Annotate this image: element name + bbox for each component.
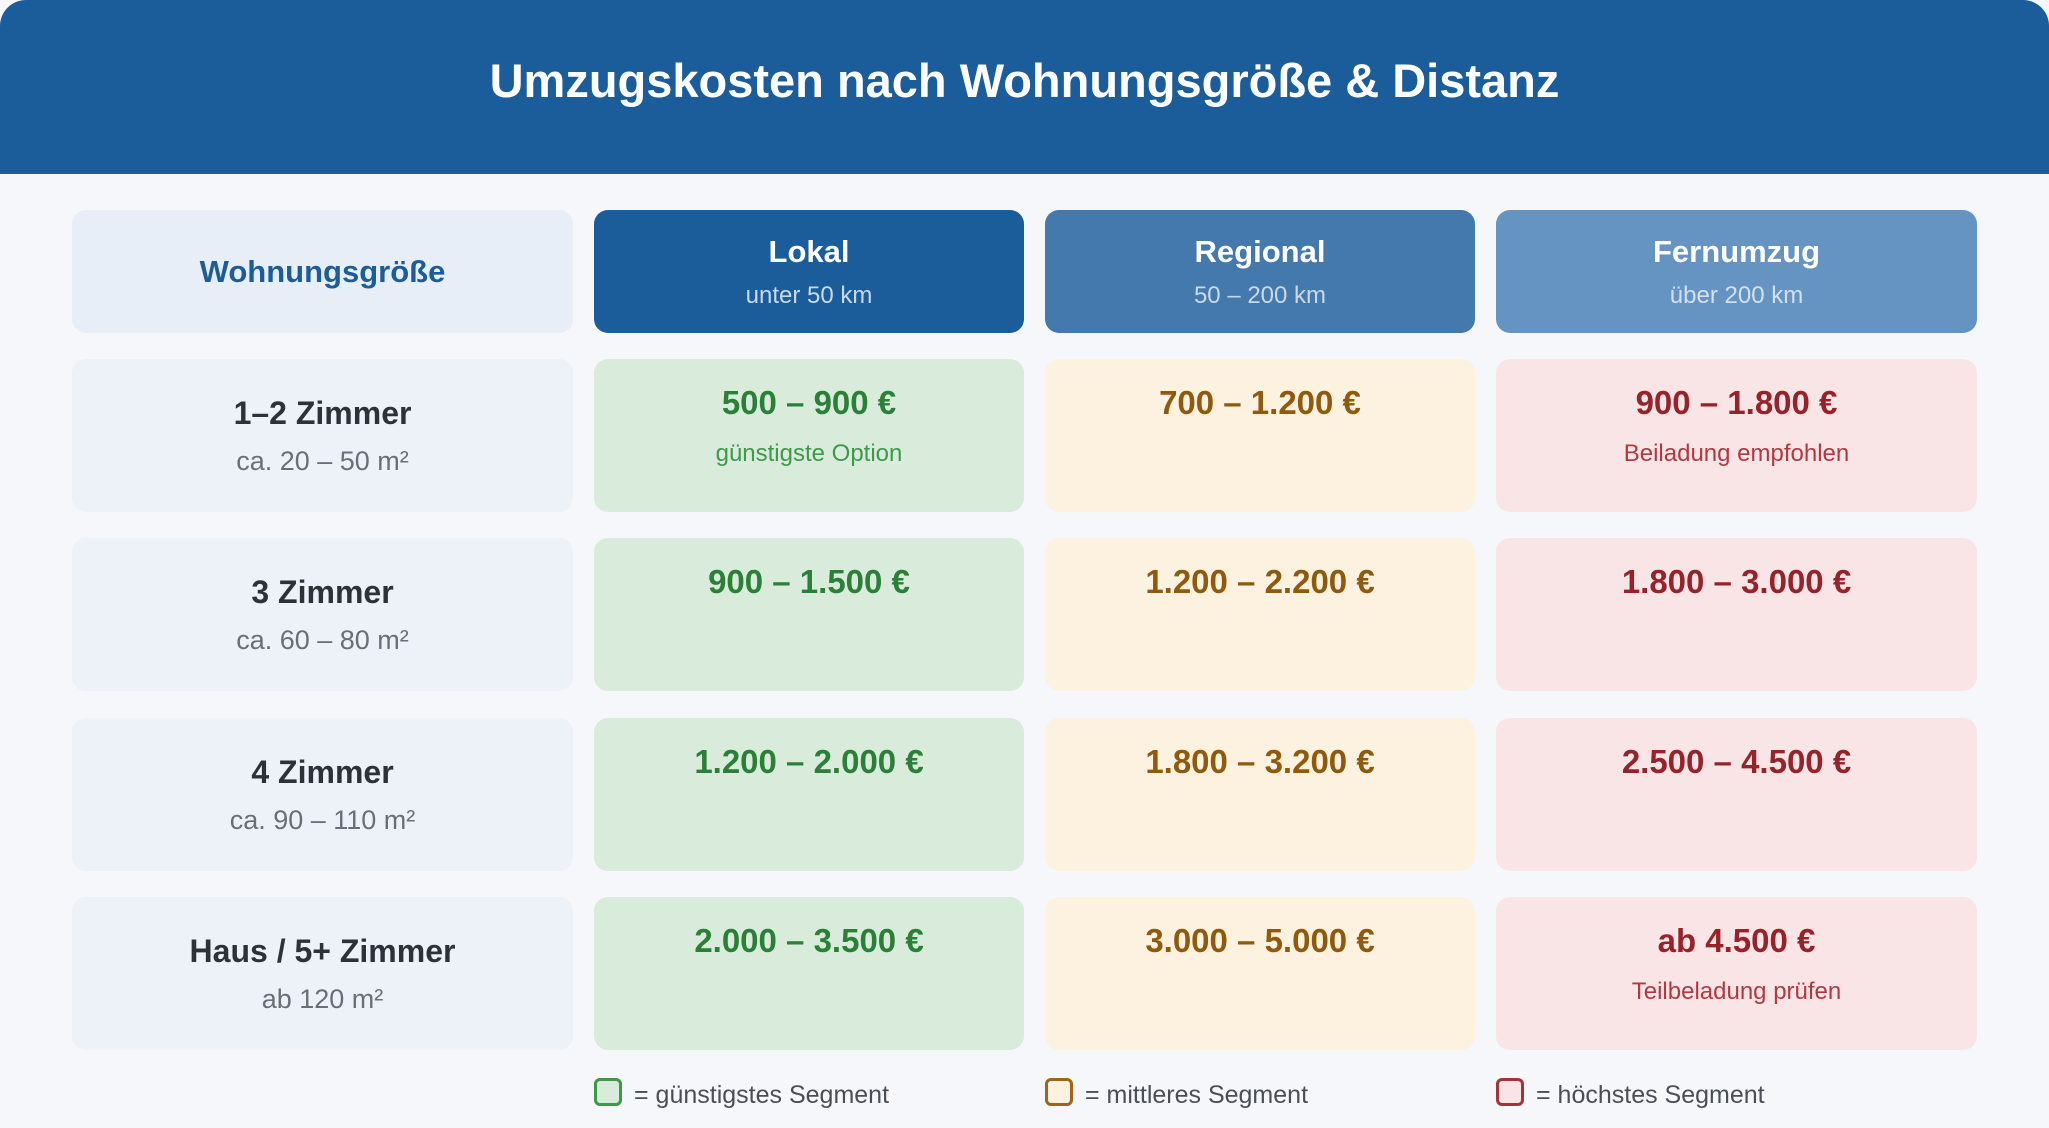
legend-label: = günstigstes Segment <box>634 1080 890 1109</box>
price-value: 2.000 – 3.500 € <box>694 922 924 959</box>
column-sub: 50 – 200 km <box>1193 281 1327 309</box>
column-header-lokal: Lokal unter 50 km <box>594 210 1024 333</box>
column-label: Fernumzug <box>1652 233 1821 269</box>
price-cell-mid: 1.800 – 3.200 € <box>1045 718 1475 871</box>
legend-label: = mittleres Segment <box>1085 1080 1309 1109</box>
price-value: ab 4.500 € <box>1657 922 1816 959</box>
price-cell-high: 2.500 – 4.500 € <box>1496 718 1977 871</box>
row-label: Haus / 5+ Zimmer <box>189 932 456 969</box>
title-banner: Umzugskosten nach Wohnungsgröße & Distan… <box>0 0 2049 174</box>
price-cell-low: 2.000 – 3.500 € <box>594 897 1024 1050</box>
row-header: 3 Zimmer ca. 60 – 80 m² <box>72 538 573 691</box>
row-sub: ca. 60 – 80 m² <box>236 624 409 655</box>
price-cell-high: 1.800 – 3.000 € <box>1496 538 1977 691</box>
page-title: Umzugskosten nach Wohnungsgröße & Distan… <box>489 53 1560 107</box>
price-value: 700 – 1.200 € <box>1159 384 1361 421</box>
price-value: 1.200 – 2.000 € <box>694 743 924 780</box>
corner-label: Wohnungsgröße <box>199 253 446 289</box>
column-sub: unter 50 km <box>745 281 873 309</box>
price-note: Beiladung empfohlen <box>1623 440 1850 467</box>
price-value: 900 – 1.800 € <box>1635 384 1838 421</box>
price-note: günstigste Option <box>715 440 903 467</box>
column-sub: über 200 km <box>1669 281 1804 309</box>
price-cell-low: 900 – 1.500 € <box>594 538 1024 691</box>
column-header-regional: Regional 50 – 200 km <box>1045 210 1475 333</box>
price-value: 500 – 900 € <box>721 384 897 421</box>
legend-swatch-green <box>594 1078 622 1106</box>
legend-swatch-red <box>1496 1078 1524 1106</box>
price-value: 1.200 – 2.200 € <box>1145 563 1375 600</box>
legend-item-mid: = mittleres Segment <box>1045 1074 1308 1110</box>
price-value: 2.500 – 4.500 € <box>1621 743 1852 780</box>
row-sub: ab 120 m² <box>261 983 384 1014</box>
price-value: 1.800 – 3.200 € <box>1145 743 1375 780</box>
row-label: 3 Zimmer <box>251 573 394 610</box>
legend-swatch-orange <box>1045 1078 1073 1106</box>
price-cell-mid: 3.000 – 5.000 € <box>1045 897 1475 1050</box>
price-cell-high: 900 – 1.800 € Beiladung empfohlen <box>1496 359 1977 512</box>
price-cell-high: ab 4.500 € Teilbeladung prüfen <box>1496 897 1977 1050</box>
price-note: Teilbeladung prüfen <box>1631 978 1842 1005</box>
legend-label: = höchstes Segment <box>1536 1080 1765 1109</box>
row-header: 4 Zimmer ca. 90 – 110 m² <box>72 718 573 871</box>
row-header: Haus / 5+ Zimmer ab 120 m² <box>72 897 573 1050</box>
row-sub: ca. 90 – 110 m² <box>229 804 416 835</box>
column-header-fernumzug: Fernumzug über 200 km <box>1496 210 1977 333</box>
row-sub: ca. 20 – 50 m² <box>236 445 409 476</box>
price-cell-low: 1.200 – 2.000 € <box>594 718 1024 871</box>
row-label: 1–2 Zimmer <box>233 394 412 431</box>
corner-header: Wohnungsgröße <box>72 210 573 333</box>
price-cell-low: 500 – 900 € günstigste Option <box>594 359 1024 512</box>
price-cell-mid: 1.200 – 2.200 € <box>1045 538 1475 691</box>
price-value: 1.800 – 3.000 € <box>1621 563 1852 600</box>
price-cell-mid: 700 – 1.200 € <box>1045 359 1475 512</box>
legend-item-low: = günstigstes Segment <box>594 1074 889 1110</box>
price-value: 900 – 1.500 € <box>708 563 910 600</box>
column-label: Regional <box>1194 233 1326 269</box>
row-header: 1–2 Zimmer ca. 20 – 50 m² <box>72 359 573 512</box>
price-value: 3.000 – 5.000 € <box>1145 922 1375 959</box>
row-label: 4 Zimmer <box>251 753 394 790</box>
column-label: Lokal <box>768 233 850 269</box>
legend-item-high: = höchstes Segment <box>1496 1074 1765 1110</box>
